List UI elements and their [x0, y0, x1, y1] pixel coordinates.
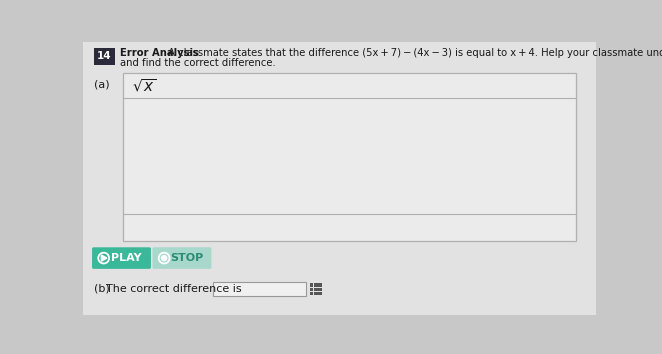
Bar: [318, 288, 322, 291]
FancyBboxPatch shape: [92, 247, 151, 269]
Bar: [310, 288, 313, 291]
Bar: [123, 73, 576, 241]
Text: PLAY: PLAY: [111, 253, 142, 263]
Text: $\sqrt{x}$: $\sqrt{x}$: [132, 77, 157, 94]
Text: STOP: STOP: [170, 253, 203, 263]
Bar: [318, 284, 322, 287]
Bar: [314, 284, 318, 287]
Text: A classmate states that the difference (5x + 7) − (4x − 3) is equal to x + 4. He: A classmate states that the difference (…: [165, 48, 662, 58]
Bar: [310, 292, 313, 296]
Bar: [318, 292, 322, 296]
Polygon shape: [101, 255, 107, 261]
Bar: [93, 48, 115, 65]
Bar: [314, 288, 318, 291]
Text: and find the correct difference.: and find the correct difference.: [120, 57, 275, 68]
Text: Error Analysis: Error Analysis: [120, 48, 199, 58]
Text: (a): (a): [93, 80, 109, 90]
Bar: [310, 284, 313, 287]
Bar: [213, 282, 306, 296]
Text: (b): (b): [93, 284, 109, 294]
Text: The correct difference is: The correct difference is: [106, 284, 242, 294]
Text: 14: 14: [97, 51, 112, 61]
FancyBboxPatch shape: [152, 247, 211, 269]
Circle shape: [162, 255, 167, 261]
Bar: [314, 292, 318, 296]
